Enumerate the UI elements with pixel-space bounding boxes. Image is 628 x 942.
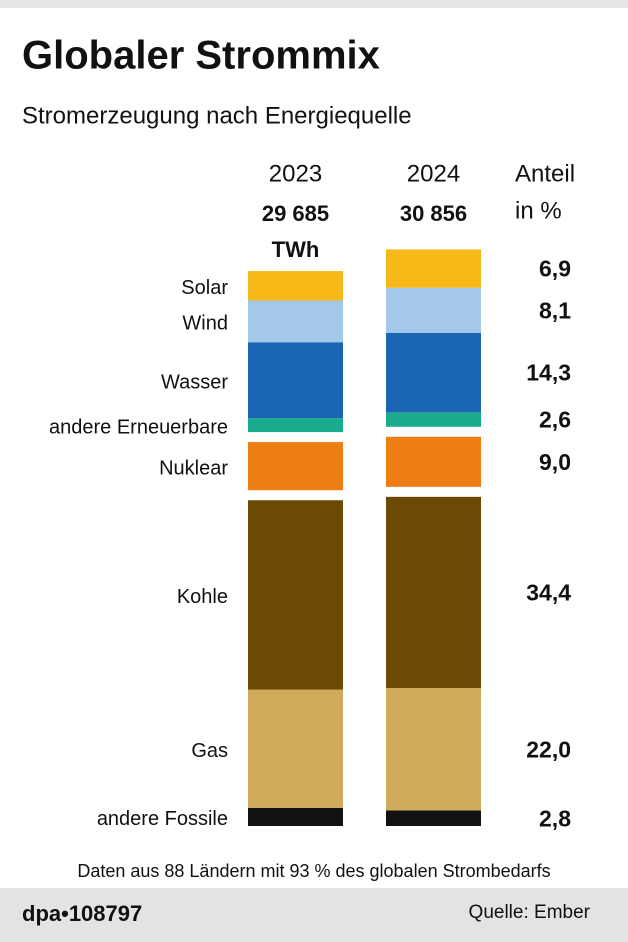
value-label: 22,0	[526, 736, 571, 762]
value-label: 2,8	[539, 805, 571, 831]
category-label: Wind	[182, 313, 228, 335]
value-label: 9,0	[539, 449, 571, 475]
bar-segment	[248, 689, 343, 808]
value-label: 34,4	[526, 580, 571, 606]
category-label: Solar	[181, 277, 228, 299]
source: Quelle: Ember	[469, 902, 591, 923]
bar-segment	[248, 342, 343, 419]
bar-segment	[248, 807, 343, 826]
share-header: in %	[515, 197, 562, 224]
top-band	[0, 0, 628, 8]
bar-segment	[248, 500, 343, 690]
category-label: andere Fossile	[97, 808, 228, 830]
year-label: 2023	[269, 160, 322, 187]
credit: dpa•108797	[22, 901, 142, 926]
bar-segment	[248, 418, 343, 433]
value-label: 14,3	[526, 360, 571, 386]
footer-band	[0, 888, 628, 942]
category-label: Nuklear	[159, 457, 228, 479]
note: Daten aus 88 Ländern mit 93 % des global…	[77, 861, 550, 881]
category-label: Wasser	[161, 371, 228, 393]
bar-segment	[248, 300, 343, 343]
category-label: Kohle	[177, 586, 228, 608]
chart-subtitle: Stromerzeugung nach Energiequelle	[22, 102, 412, 129]
bar-segment	[248, 442, 343, 491]
year-label: 2024	[407, 160, 460, 187]
bar-segment	[386, 287, 481, 333]
bar-segment	[386, 496, 481, 689]
bar-segment	[386, 810, 481, 826]
bar-segment	[386, 412, 481, 427]
total-label: 29 685	[262, 201, 329, 226]
value-label: 8,1	[539, 297, 571, 323]
category-label: andere Erneuerbare	[49, 416, 228, 438]
bar-segment	[386, 249, 481, 288]
bar-segment	[386, 436, 481, 487]
value-label: 6,9	[539, 256, 571, 282]
value-label: 2,6	[539, 407, 571, 433]
total-label: 30 856	[400, 201, 467, 226]
bar-segment	[386, 688, 481, 811]
bar-segment	[248, 271, 343, 301]
bar-segment	[386, 332, 481, 413]
chart-title: Globaler Strommix	[22, 34, 380, 78]
unit-label: TWh	[272, 237, 320, 262]
category-label: Gas	[191, 740, 228, 762]
share-header: Anteil	[515, 160, 575, 187]
